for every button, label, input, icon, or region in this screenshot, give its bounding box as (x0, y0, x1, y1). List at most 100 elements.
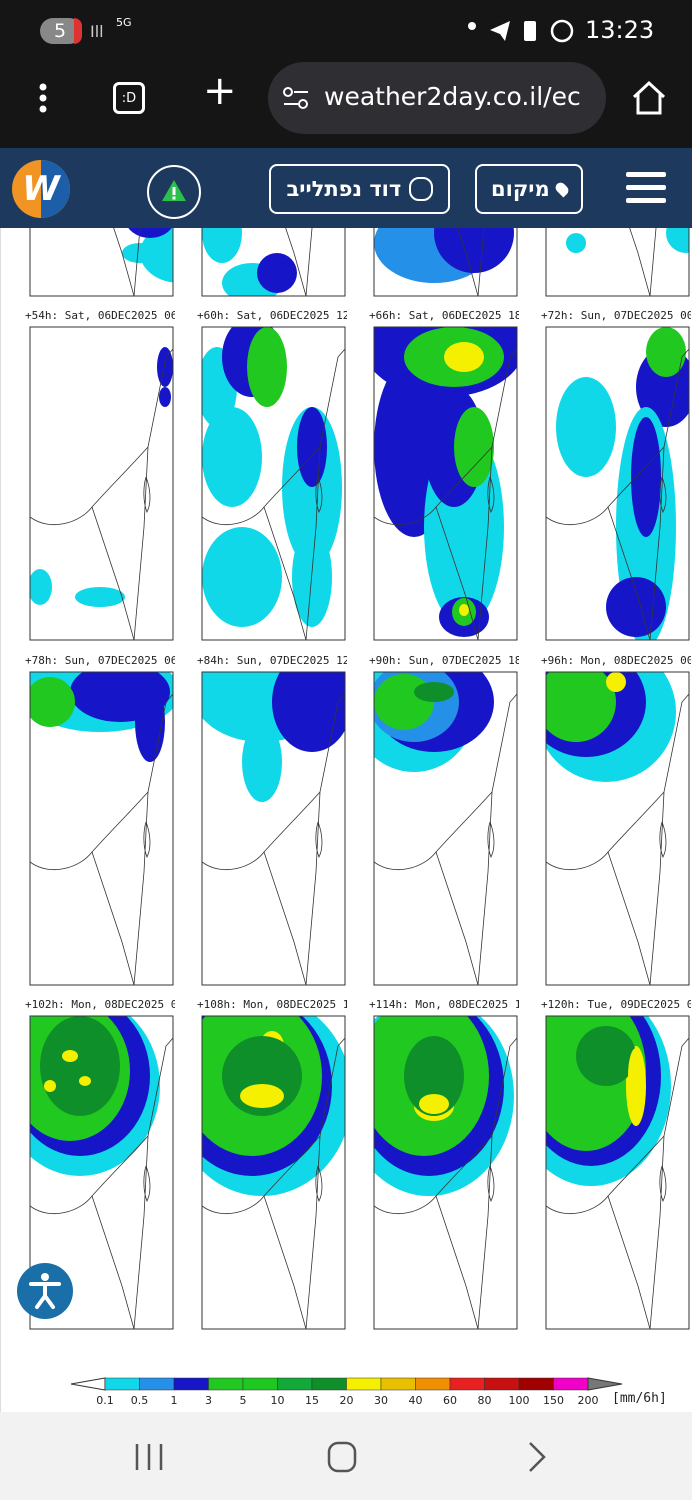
back-button[interactable] (529, 1442, 546, 1472)
precip-area (40, 1016, 120, 1116)
panel-label: +114h: Mon, 08DEC2025 18Z (369, 998, 519, 1011)
precip-area (646, 327, 686, 377)
status-bar: 5 Ill 5G 13:23 (0, 0, 692, 60)
colorbar-label: 30 (374, 1394, 388, 1407)
map-panel (30, 228, 173, 296)
home-nav-button[interactable] (327, 1441, 357, 1473)
colorbar-segment (449, 1377, 485, 1391)
map-panel (546, 228, 689, 296)
precip-area (297, 407, 327, 487)
precip-area (257, 253, 297, 293)
colorbar-segment (553, 1377, 589, 1391)
precip-area (202, 527, 282, 627)
panel-label: +54h: Sat, 06DEC2025 06Z (25, 309, 175, 322)
panel-frame (373, 326, 518, 641)
colorbar-unit: [mm/6h] (612, 1391, 667, 1406)
colorbar-segment (415, 1377, 451, 1391)
precip-area (666, 228, 689, 253)
new-tab[interactable]: + (203, 68, 237, 114)
precip-area (628, 1048, 644, 1104)
map-panel (374, 1016, 517, 1329)
coastline (202, 693, 345, 985)
map-panel (546, 672, 689, 985)
colorbar-label: 5 (240, 1394, 247, 1407)
colorbar-label: 15 (305, 1394, 319, 1407)
panel-frame (545, 326, 690, 641)
location-text: מיקום (491, 177, 550, 201)
panel-frame (373, 671, 518, 986)
precip-area (404, 1036, 464, 1116)
map-panel (374, 672, 517, 985)
panel-frame (29, 326, 174, 641)
system-nav-bar (0, 1412, 692, 1500)
network: 5G (116, 16, 132, 29)
panel-frame (545, 1015, 690, 1330)
panel-frame (201, 1015, 346, 1330)
coastline (457, 228, 485, 296)
panel-label: +72h: Sun, 07DEC2025 00Z (541, 309, 691, 322)
map-panel (202, 228, 345, 296)
coastline (374, 693, 517, 985)
colorbar-max (587, 1377, 623, 1391)
colorbar-label: 200 (578, 1394, 599, 1407)
panel-frame (373, 228, 518, 297)
panel-label: +60h: Sat, 06DEC2025 12Z (197, 309, 347, 322)
panel-label: +120h: Tue, 09DEC2025 00Z (541, 998, 691, 1011)
precip-area (242, 722, 282, 802)
map-panel (546, 327, 689, 640)
coastline (285, 228, 313, 296)
colorbar-segment (311, 1377, 347, 1391)
coastline (202, 1037, 345, 1329)
coastline (30, 693, 173, 985)
hamburger-menu[interactable] (626, 170, 668, 206)
coastline (30, 1037, 173, 1329)
site-header: W דוד נפתלייב מיקום (0, 148, 692, 228)
precip-area (556, 377, 616, 477)
alerts-button[interactable] (145, 163, 203, 221)
site-settings-icon[interactable] (282, 86, 310, 110)
coastline (546, 1037, 689, 1329)
recents-button[interactable] (135, 1444, 163, 1470)
coastline (374, 1037, 517, 1329)
home-button[interactable] (630, 80, 668, 116)
precip-area (606, 672, 626, 692)
panel-frame (201, 228, 346, 297)
browser-toolbar: :D + weather2day.co.il/ec (0, 60, 692, 148)
menu-button[interactable] (30, 80, 60, 120)
precip-area (454, 407, 494, 487)
coastline (546, 348, 689, 640)
user-button[interactable]: דוד נפתלייב (269, 164, 450, 214)
panel-label: +102h: Mon, 08DEC2025 06Z (25, 998, 175, 1011)
map-panel (374, 327, 517, 640)
precip-area (272, 672, 345, 752)
coastline (30, 348, 173, 640)
colorbar-segment (346, 1377, 382, 1391)
precip-area (140, 228, 173, 283)
location-button[interactable]: מיקום (475, 164, 583, 214)
forecast-maps: 0.1 0.5 1 3 5 10 15 20 30 40 60 80 100 150 200 [mm/6h] (29, 228, 690, 1407)
url-text: weather2day.co.il/ec (324, 82, 581, 111)
precip-area (135, 682, 165, 762)
precip-area (566, 233, 586, 253)
accessibility-button[interactable] (16, 1262, 74, 1320)
precip-area (75, 587, 125, 607)
panel-frame (29, 228, 174, 297)
colorbar-label: 20 (340, 1394, 354, 1407)
coastline (202, 348, 345, 640)
url-bar[interactable]: weather2day.co.il/ec (268, 62, 606, 134)
colorbar-segment (242, 1377, 278, 1391)
panel-label: +78h: Sun, 07DEC2025 06Z (25, 654, 175, 667)
precip-area (459, 604, 469, 616)
colorbar-label: 40 (409, 1394, 423, 1407)
tab-switcher[interactable]: :D (113, 82, 145, 114)
precip-area (202, 407, 262, 507)
logo[interactable]: W (10, 158, 72, 220)
precip-area (240, 1084, 284, 1108)
panel-label: +90h: Sun, 07DEC2025 18Z (369, 654, 519, 667)
colorbar-label: 3 (205, 1394, 212, 1407)
precip-area (79, 1076, 91, 1086)
notification-count: 5 (54, 20, 67, 42)
user-name: דוד נפתלייב (286, 177, 402, 201)
panel-frame (29, 1015, 174, 1330)
